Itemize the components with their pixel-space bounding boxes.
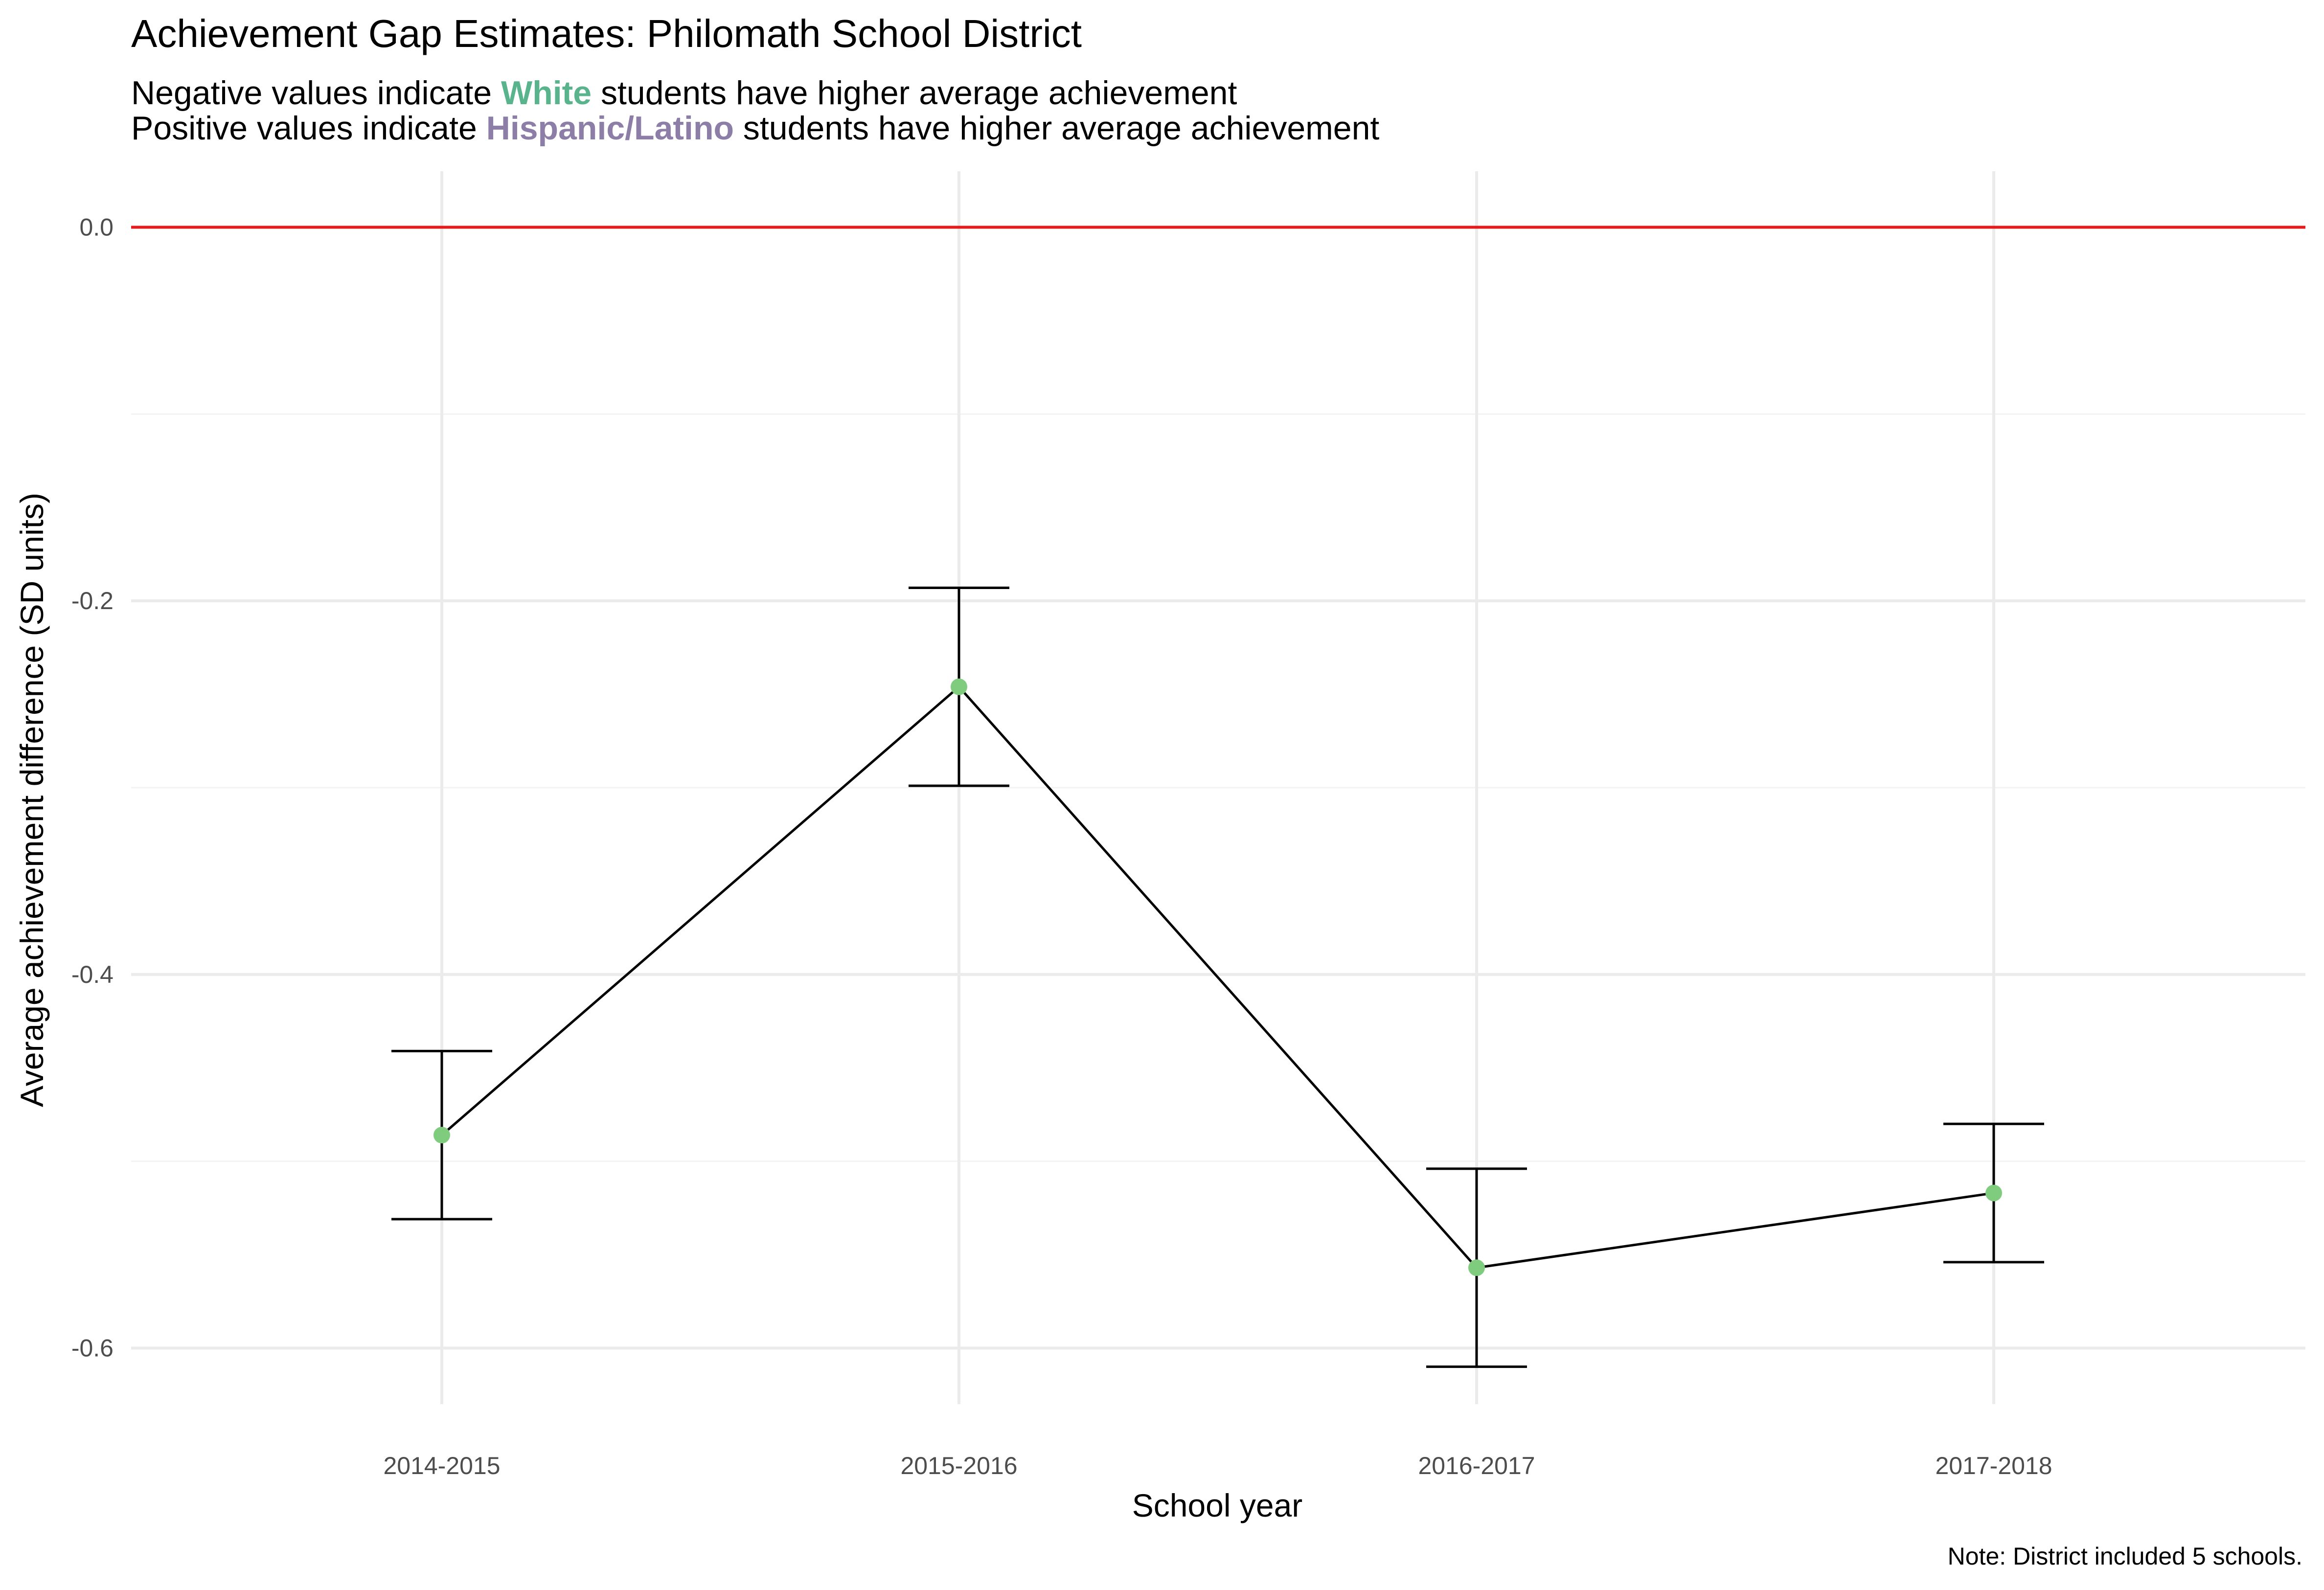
subtitle-1-text-before: Negative values indicate [131,74,501,112]
subtitle-1-highlight-white: White [501,74,592,112]
series-line-layer [441,685,1994,1269]
y-tick-label: 0.0 [79,214,114,241]
x-tick-label: 2016-2017 [1418,1452,1535,1479]
y-axis-title: Average achievement difference (SD units… [14,493,50,1107]
chart-subtitle-line-1: Negative values indicate White students … [131,74,1237,112]
x-tick-label: 2017-2018 [1935,1452,2052,1479]
y-tick-label: -0.2 [71,587,114,614]
chart-caption: Note: District included 5 schools. [1948,1543,2302,1570]
x-tick-label: 2014-2015 [383,1452,500,1479]
chart-title: Achievement Gap Estimates: Philomath Sch… [131,12,1082,55]
x-axis-ticks: 2014-2015 2015-2016 2016-2017 2017-2018 [383,1452,2052,1479]
y-tick-label: -0.4 [71,961,114,988]
subtitle-2-text-after: students have higher average achievement [734,110,1379,147]
y-axis-ticks: 0.0 -0.2 -0.4 -0.6 [71,214,114,1362]
data-point-2015-2016 [951,678,967,695]
subtitle-1-text-after: students have higher average achievement [592,74,1237,112]
x-tick-label: 2015-2016 [900,1452,1017,1479]
subtitle-2-highlight-hispanic-latino: Hispanic/Latino [486,110,734,147]
chart-subtitle-line-2: Positive values indicate Hispanic/Latino… [131,110,1379,147]
series-line [441,685,1994,1269]
y-tick-label: -0.6 [71,1334,114,1362]
data-points [433,678,2002,1276]
x-axis-title: School year [1132,1487,1303,1523]
subtitle-2-text-before: Positive values indicate [131,110,486,147]
data-point-2014-2015 [433,1127,450,1144]
data-point-2017-2018 [1985,1184,2002,1202]
data-point-2016-2017 [1468,1259,1485,1276]
